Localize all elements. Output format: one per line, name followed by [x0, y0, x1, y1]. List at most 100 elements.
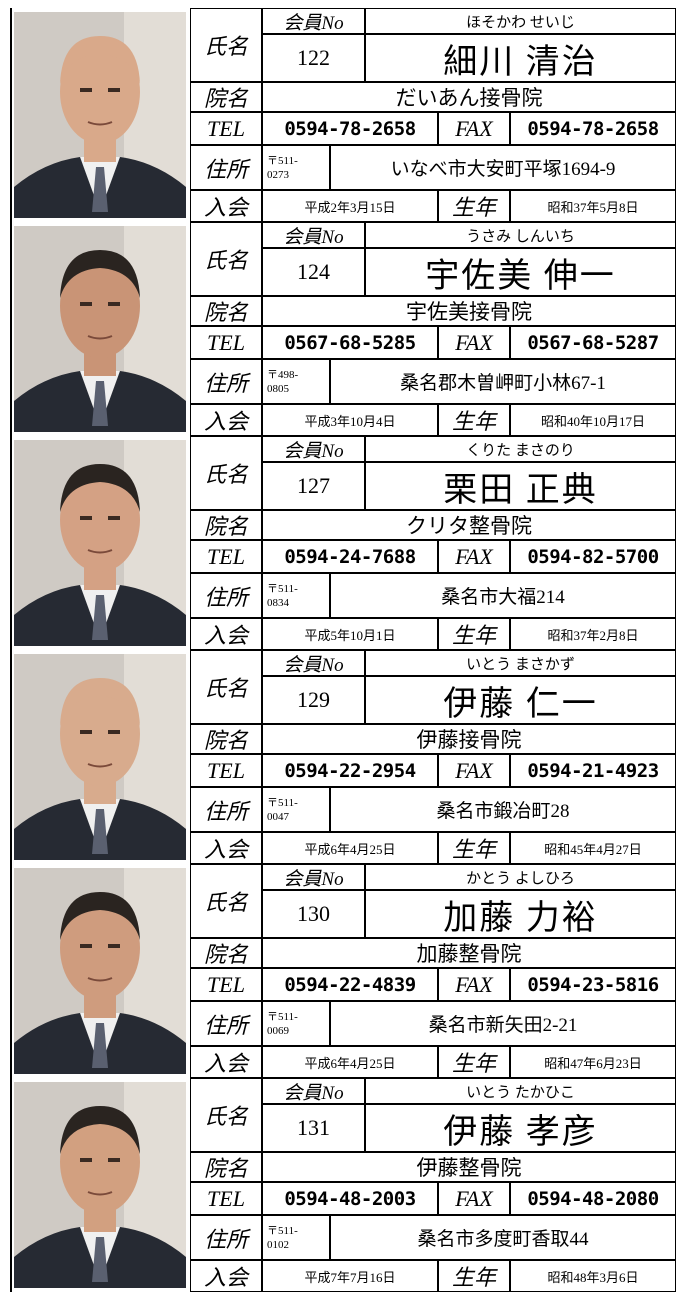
- joined-date: 平成5年10月1日: [262, 618, 438, 650]
- member-photo: [14, 226, 186, 432]
- member-no: 122: [262, 34, 365, 82]
- joined-date: 平成6年4月25日: [262, 1046, 438, 1078]
- photo-drawing: [14, 654, 186, 860]
- postal-code: 〒511- 0102: [262, 1215, 330, 1260]
- photo-drawing: [14, 226, 186, 432]
- member-name: 栗田 正典: [365, 462, 676, 510]
- member-photo: [14, 868, 186, 1074]
- born-label: 生年: [438, 1046, 510, 1078]
- clinic: クリタ整骨院: [262, 510, 676, 540]
- tel-label: TEL: [190, 754, 262, 787]
- postal-code: 〒511- 0069: [262, 1001, 330, 1046]
- fax: 0594-78-2658: [510, 112, 676, 145]
- left-border: [10, 222, 12, 436]
- born-label: 生年: [438, 404, 510, 436]
- tel: 0594-78-2658: [262, 112, 438, 145]
- postal-code-2: 0834: [267, 596, 289, 609]
- joined-label: 入会: [190, 1046, 262, 1078]
- birth-date: 昭和37年5月8日: [510, 190, 676, 222]
- member-no: 130: [262, 890, 365, 938]
- member-photo: [14, 440, 186, 646]
- born-label: 生年: [438, 832, 510, 864]
- fax: 0594-82-5700: [510, 540, 676, 573]
- postal-code-2: 0273: [267, 168, 289, 181]
- kana: かとう よしひろ: [365, 864, 676, 890]
- member-no: 127: [262, 462, 365, 510]
- kana: うさみ しんいち: [365, 222, 676, 248]
- clinic-label: 院名: [190, 82, 262, 112]
- left-border: [10, 436, 12, 650]
- postal-code: 〒498- 0805: [262, 359, 330, 404]
- clinic: 伊藤整骨院: [262, 1152, 676, 1182]
- address: いなべ市大安町平塚1694-9: [330, 145, 676, 190]
- postal-code-1: 〒511-: [267, 1224, 298, 1237]
- postal-code-1: 〒511-: [267, 796, 298, 809]
- left-border: [10, 8, 12, 222]
- address: 桑名市多度町香取44: [330, 1215, 676, 1260]
- birth-date: 昭和37年2月8日: [510, 618, 676, 650]
- address-label: 住所: [190, 787, 262, 832]
- kana: くりた まさのり: [365, 436, 676, 462]
- member-no-label: 会員No: [262, 222, 365, 248]
- address-label: 住所: [190, 1215, 262, 1260]
- member-name: 伊藤 孝彦: [365, 1104, 676, 1152]
- postal-code: 〒511- 0834: [262, 573, 330, 618]
- clinic-label: 院名: [190, 296, 262, 326]
- postal-code-2: 0102: [267, 1238, 289, 1251]
- joined-label: 入会: [190, 618, 262, 650]
- born-label: 生年: [438, 1260, 510, 1292]
- fax-label: FAX: [438, 1182, 510, 1215]
- member-name: 伊藤 仁一: [365, 676, 676, 724]
- postal-code-2: 0805: [267, 382, 289, 395]
- birth-date: 昭和45年4月27日: [510, 832, 676, 864]
- address-label: 住所: [190, 573, 262, 618]
- born-label: 生年: [438, 618, 510, 650]
- member-no: 124: [262, 248, 365, 296]
- address: 桑名市新矢田2-21: [330, 1001, 676, 1046]
- tel-label: TEL: [190, 1182, 262, 1215]
- tel-label: TEL: [190, 326, 262, 359]
- fax: 0594-48-2080: [510, 1182, 676, 1215]
- tel-label: TEL: [190, 968, 262, 1001]
- member-no-label: 会員No: [262, 864, 365, 890]
- address: 桑名市鍛冶町28: [330, 787, 676, 832]
- tel: 0567-68-5285: [262, 326, 438, 359]
- member-no-label: 会員No: [262, 8, 365, 34]
- clinic: 宇佐美接骨院: [262, 296, 676, 326]
- postal-code: 〒511- 0273: [262, 145, 330, 190]
- photo-drawing: [14, 440, 186, 646]
- clinic-label: 院名: [190, 724, 262, 754]
- postal-code-1: 〒511-: [267, 1010, 298, 1023]
- tel: 0594-22-2954: [262, 754, 438, 787]
- name-label: 氏名: [190, 222, 262, 296]
- joined-label: 入会: [190, 1260, 262, 1292]
- member-name: 細川 清治: [365, 34, 676, 82]
- fax-label: FAX: [438, 540, 510, 573]
- clinic: 伊藤接骨院: [262, 724, 676, 754]
- address-label: 住所: [190, 359, 262, 404]
- joined-label: 入会: [190, 190, 262, 222]
- postal-code: 〒511- 0047: [262, 787, 330, 832]
- name-label: 氏名: [190, 650, 262, 724]
- name-label: 氏名: [190, 1078, 262, 1152]
- member-no: 131: [262, 1104, 365, 1152]
- kana: いとう たかひこ: [365, 1078, 676, 1104]
- member-no-label: 会員No: [262, 650, 365, 676]
- clinic: 加藤整骨院: [262, 938, 676, 968]
- clinic-label: 院名: [190, 1152, 262, 1182]
- tel: 0594-48-2003: [262, 1182, 438, 1215]
- left-border: [10, 1078, 12, 1292]
- fax: 0594-21-4923: [510, 754, 676, 787]
- postal-code-2: 0069: [267, 1024, 289, 1037]
- joined-date: 平成2年3月15日: [262, 190, 438, 222]
- tel: 0594-22-4839: [262, 968, 438, 1001]
- postal-code-1: 〒511-: [267, 582, 298, 595]
- clinic-label: 院名: [190, 510, 262, 540]
- address-label: 住所: [190, 145, 262, 190]
- fax-label: FAX: [438, 326, 510, 359]
- born-label: 生年: [438, 190, 510, 222]
- tel-label: TEL: [190, 540, 262, 573]
- joined-date: 平成7年7月16日: [262, 1260, 438, 1292]
- member-no-label: 会員No: [262, 1078, 365, 1104]
